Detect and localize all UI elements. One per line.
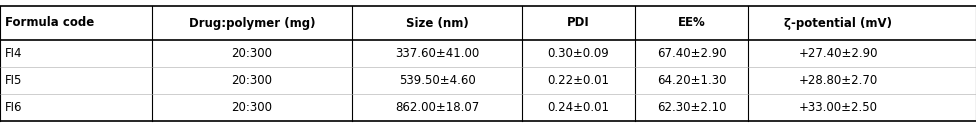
Text: 0.22±0.01: 0.22±0.01 xyxy=(548,74,609,87)
Text: FI4: FI4 xyxy=(5,47,22,60)
Text: FI5: FI5 xyxy=(5,74,22,87)
Text: +28.80±2.70: +28.80±2.70 xyxy=(798,74,877,87)
Text: 67.40±2.90: 67.40±2.90 xyxy=(657,47,726,60)
Text: ζ-potential (mV): ζ-potential (mV) xyxy=(784,16,892,30)
Text: 64.20±1.30: 64.20±1.30 xyxy=(657,74,726,87)
Text: 539.50±4.60: 539.50±4.60 xyxy=(398,74,475,87)
Text: Size (nm): Size (nm) xyxy=(406,16,468,30)
Text: 0.24±0.01: 0.24±0.01 xyxy=(548,101,609,114)
Text: +27.40±2.90: +27.40±2.90 xyxy=(798,47,877,60)
Text: FI6: FI6 xyxy=(5,101,22,114)
Text: 62.30±2.10: 62.30±2.10 xyxy=(657,101,726,114)
Text: 20:300: 20:300 xyxy=(231,101,272,114)
Text: 0.30±0.09: 0.30±0.09 xyxy=(548,47,609,60)
Text: 20:300: 20:300 xyxy=(231,74,272,87)
Text: 20:300: 20:300 xyxy=(231,47,272,60)
Text: PDI: PDI xyxy=(567,16,590,30)
Text: +33.00±2.50: +33.00±2.50 xyxy=(798,101,877,114)
Text: 337.60±41.00: 337.60±41.00 xyxy=(395,47,479,60)
Text: EE%: EE% xyxy=(677,16,706,30)
Text: 862.00±18.07: 862.00±18.07 xyxy=(395,101,479,114)
Text: Formula code: Formula code xyxy=(5,16,95,30)
Text: Drug:polymer (mg): Drug:polymer (mg) xyxy=(188,16,315,30)
